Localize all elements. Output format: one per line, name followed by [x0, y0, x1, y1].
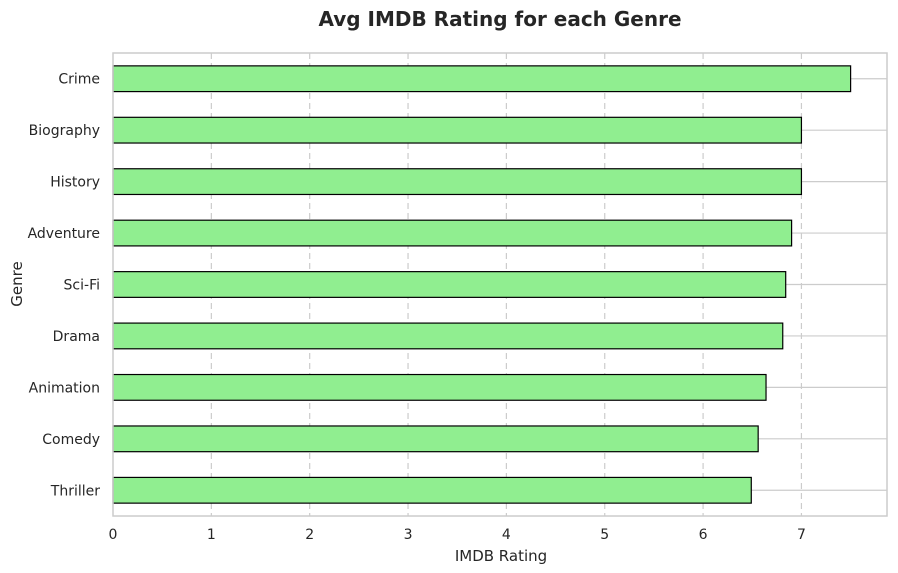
bar-sci-fi [112, 271, 787, 298]
x-tick-label: 7 [797, 527, 806, 543]
bar-thriller [112, 476, 752, 504]
bar-crime [112, 65, 852, 93]
bar-biography [112, 116, 803, 144]
bar-adventure [112, 219, 793, 247]
x-axis-label: IMDB Rating [455, 547, 547, 565]
y-tick-label: Animation [29, 380, 100, 396]
y-tick-label: Adventure [28, 226, 100, 242]
x-tick-label: 2 [305, 527, 314, 543]
y-tick-label: Biography [29, 123, 100, 139]
x-tick-label: 4 [502, 527, 511, 543]
y-tick-label: Thriller [50, 483, 100, 499]
chart-title: Avg IMDB Rating for each Genre [318, 7, 681, 31]
y-tick-label: Sci-Fi [64, 278, 100, 294]
bar-history [112, 168, 803, 196]
x-tick-label: 6 [699, 527, 708, 543]
bar-drama [112, 322, 784, 350]
x-tick-label: 0 [109, 527, 118, 543]
plot-frame [112, 52, 888, 517]
x-tick-label: 1 [207, 527, 216, 543]
y-tick-label: Comedy [42, 432, 100, 448]
bar-comedy [112, 425, 759, 453]
x-tick-label: 5 [600, 527, 609, 543]
bar-animation [112, 373, 767, 401]
y-tick-label: History [50, 175, 100, 191]
y-axis-label: Genre [8, 261, 26, 306]
y-tick-label: Crime [58, 72, 100, 88]
y-tick-label: Drama [53, 329, 100, 345]
plot-area: Crime Biography History Adventure Sci-Fi Dram… [28, 52, 888, 543]
x-tick-label: 3 [404, 527, 413, 543]
